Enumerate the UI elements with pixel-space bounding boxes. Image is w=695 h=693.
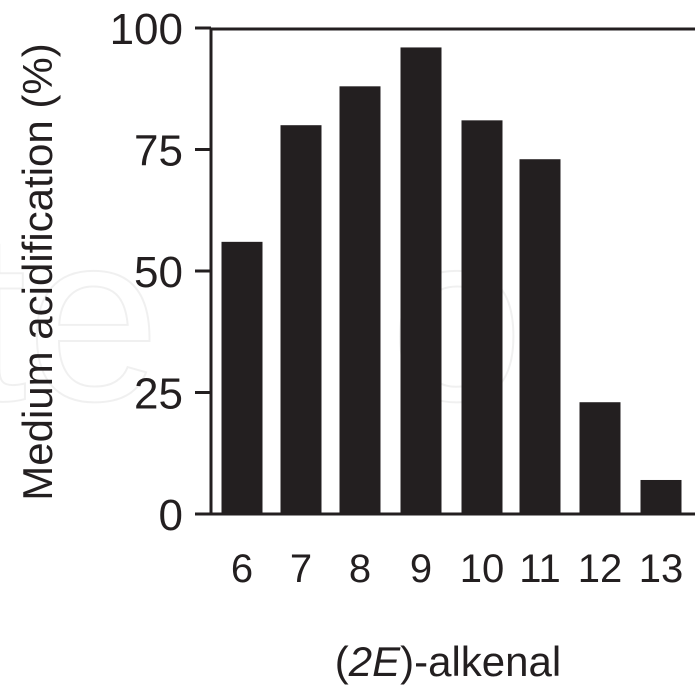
x-axis-title: (2E)-alkenal — [335, 638, 561, 685]
y-axis-ticks: 0 25 50 75 100 — [110, 5, 211, 540]
x-tick-label-7: 7 — [290, 547, 312, 591]
y-tick-label-0: 0 — [159, 491, 183, 540]
y-axis-title: Medium acidification (%) — [14, 43, 61, 501]
x-tick-label-6: 6 — [231, 547, 253, 591]
x-axis-title-prefix: ( — [335, 638, 349, 685]
plot-frame — [209, 27, 695, 514]
bar-13 — [640, 479, 682, 514]
x-tick-label-13: 13 — [639, 547, 684, 591]
bar-8 — [339, 86, 381, 514]
bar-12 — [579, 402, 621, 514]
x-tick-label-12: 12 — [578, 547, 623, 591]
bar-11 — [519, 159, 561, 514]
svg-text:te: te — [0, 183, 160, 451]
bars — [221, 47, 682, 514]
y-tick-label-50: 50 — [134, 248, 183, 297]
x-axis-title-italic: 2E — [348, 638, 401, 685]
x-tick-label-10: 10 — [460, 547, 505, 591]
bar-6 — [221, 241, 263, 514]
x-tick-label-8: 8 — [349, 547, 371, 591]
x-axis-title-suffix: )-alkenal — [400, 638, 561, 685]
x-tick-label-11: 11 — [519, 547, 561, 591]
bar-10 — [461, 120, 503, 514]
x-tick-label-9: 9 — [410, 547, 432, 591]
x-axis-tick-labels: 6 7 8 9 10 11 12 13 — [231, 547, 683, 591]
bar-9 — [400, 47, 442, 514]
y-tick-label-75: 75 — [134, 127, 183, 176]
y-tick-label-100: 100 — [110, 5, 183, 54]
bar-7 — [280, 125, 322, 514]
y-tick-label-25: 25 — [134, 370, 183, 419]
